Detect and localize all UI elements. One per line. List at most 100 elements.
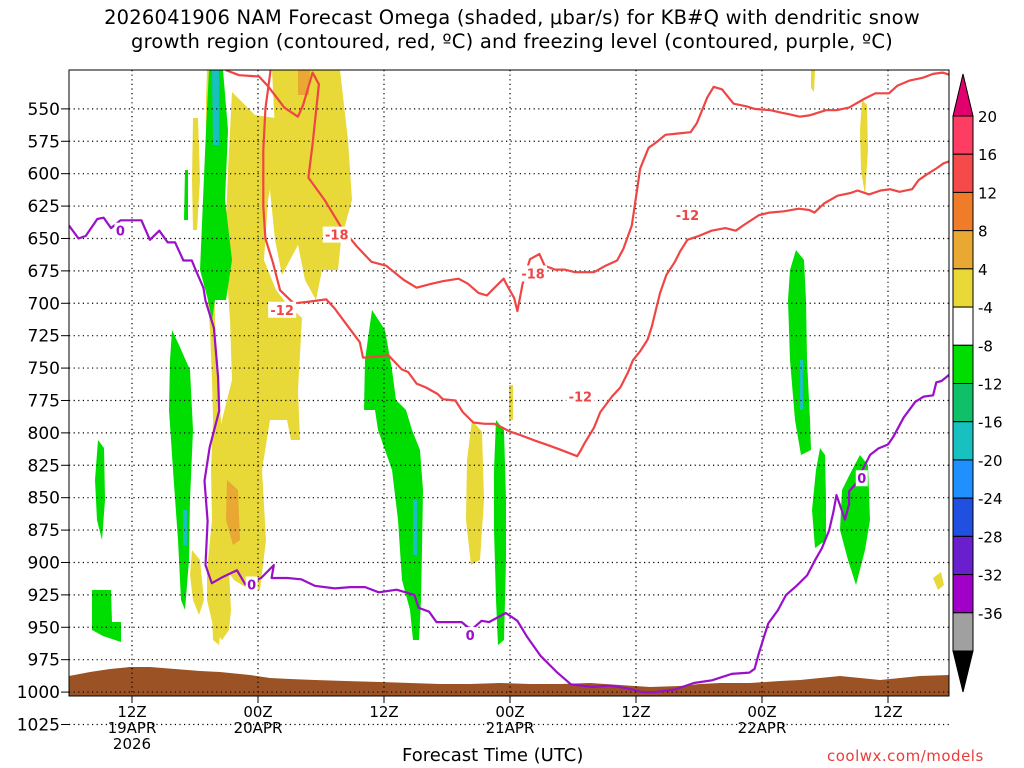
contour-label: -18 bbox=[521, 267, 545, 282]
y-tick-label: 700 bbox=[28, 294, 60, 314]
contour-label: -12 bbox=[569, 391, 593, 406]
x-tick-label: 22APR bbox=[738, 719, 787, 737]
omega-shade-positive bbox=[215, 92, 302, 590]
x-tick-label: 00Z bbox=[243, 703, 272, 721]
contour-label: -12 bbox=[270, 304, 294, 319]
colorbar: 20 16 12 8 4 -4 -8 -12 -16 -20 -24 -28 -32 -36 bbox=[952, 73, 1003, 693]
contour-label-bg bbox=[673, 207, 702, 224]
credit-link[interactable]: coolwx.com/models bbox=[827, 747, 984, 765]
omega-shade-positive bbox=[933, 572, 944, 590]
y-tick-label: 650 bbox=[28, 229, 60, 249]
colorbar-bin bbox=[952, 612, 974, 652]
contour-label-bg bbox=[464, 627, 477, 644]
x-tick-label: 00Z bbox=[495, 703, 524, 721]
y-tick-label: 550 bbox=[28, 100, 60, 120]
omega-shade-negative-strong bbox=[413, 500, 417, 555]
colorbar-label: -8 bbox=[978, 337, 993, 355]
omega-shade-positive bbox=[190, 550, 204, 615]
colorbar-bin bbox=[952, 306, 974, 346]
terrain-fill bbox=[69, 667, 949, 696]
omega-shade-negative-strong bbox=[212, 70, 219, 145]
contour-label-bg bbox=[322, 226, 351, 243]
contour-line bbox=[225, 70, 949, 313]
x-tick-label: 12Z bbox=[369, 703, 398, 721]
y-tick-label: 975 bbox=[28, 651, 60, 671]
omega-shade-negative-strong bbox=[800, 360, 803, 410]
x-tick-label: 12Z bbox=[621, 703, 650, 721]
y-tick-label: 900 bbox=[28, 553, 60, 573]
y-tick-label: 1000 bbox=[17, 683, 60, 703]
colorbar-bin bbox=[952, 383, 974, 423]
colorbar-label: -24 bbox=[978, 490, 1003, 508]
x-tick-label: 12Z bbox=[117, 703, 146, 721]
omega-shade-positive bbox=[466, 420, 484, 565]
y-tick-label: 750 bbox=[28, 359, 60, 379]
y-tick-label: 600 bbox=[28, 165, 60, 185]
grid-lines bbox=[69, 70, 949, 726]
colorbar-bin bbox=[952, 191, 974, 232]
contour-label-bg bbox=[245, 576, 258, 593]
plot-border bbox=[68, 69, 950, 697]
omega-shade-negative bbox=[169, 330, 193, 610]
contour-line bbox=[69, 216, 949, 694]
contour-labels: -18 -18 -12 -12 -12 0 0 0 0 bbox=[114, 207, 868, 644]
colorbar-label: 12 bbox=[978, 184, 997, 202]
colorbar-label: 4 bbox=[978, 261, 988, 279]
y-tick-label: 850 bbox=[28, 489, 60, 509]
y-tick-label: 575 bbox=[28, 132, 60, 152]
colorbar-label: -28 bbox=[978, 528, 1003, 546]
chart-title-line-2: growth region (contoured, red, ºC) and f… bbox=[131, 30, 893, 53]
omega-shade-negative bbox=[184, 170, 188, 220]
x-tick-label: 12Z bbox=[873, 703, 902, 721]
y-tick-label: 675 bbox=[28, 262, 60, 282]
omega-shade-negative-strong bbox=[183, 510, 187, 545]
contour-label-bg bbox=[519, 265, 548, 282]
omega-shade-negative bbox=[788, 250, 811, 455]
y-tick-label: 625 bbox=[28, 197, 60, 217]
colorbar-bin bbox=[952, 535, 974, 576]
colorbar-label: -16 bbox=[978, 414, 1003, 432]
colorbar-bin bbox=[952, 115, 974, 155]
y-tick-label: 775 bbox=[28, 391, 60, 411]
colorbar-bin bbox=[952, 421, 974, 461]
colorbar-label: 20 bbox=[978, 108, 997, 126]
colorbar-bin bbox=[952, 153, 974, 193]
colorbar-bin bbox=[952, 459, 974, 499]
y-tick-label: 800 bbox=[28, 424, 60, 444]
omega-shade-negative bbox=[95, 440, 105, 540]
x-tick-label: 19APR bbox=[108, 719, 157, 737]
colorbar-bin bbox=[952, 230, 974, 270]
x-tick-label: 20APR bbox=[234, 719, 283, 737]
colorbar-label: -20 bbox=[978, 452, 1003, 470]
colorbar-top-arrow bbox=[952, 73, 974, 117]
omega-shade-positive bbox=[860, 100, 868, 195]
omega-shade-positive bbox=[811, 70, 815, 92]
colorbar-bin bbox=[952, 574, 974, 614]
x-axis-title: Forecast Time (UTC) bbox=[402, 745, 584, 766]
colorbar-bin bbox=[952, 497, 974, 537]
contour-label: 0 bbox=[466, 629, 475, 644]
contour-label-bg bbox=[268, 301, 297, 318]
chart-title-line-1: 2026041906 NAM Forecast Omega (shaded, μ… bbox=[104, 6, 920, 29]
omega-shade-positive-strong bbox=[226, 480, 240, 545]
contour-label-bg bbox=[855, 470, 868, 487]
colorbar-label: 8 bbox=[978, 223, 988, 241]
chart-title: 2026041906 NAM Forecast Omega (shaded, μ… bbox=[0, 6, 1024, 54]
omega-shade-positive bbox=[192, 118, 200, 230]
omega-shade-negative bbox=[840, 455, 870, 585]
colorbar-bin bbox=[952, 268, 974, 308]
omega-shade-negative bbox=[92, 590, 121, 642]
terrain-ground bbox=[69, 667, 949, 696]
contour-label: -12 bbox=[676, 209, 700, 224]
contour-label: 0 bbox=[857, 472, 866, 487]
colorbar-bottom-arrow bbox=[952, 650, 974, 693]
y-tick-label: 950 bbox=[28, 618, 60, 638]
omega-shade-negative bbox=[200, 70, 232, 320]
y-tick-label: 1025 bbox=[17, 715, 60, 735]
contour-label-bg bbox=[114, 222, 127, 239]
colorbar-label: -32 bbox=[978, 567, 1003, 585]
y-tick-label: 925 bbox=[28, 586, 60, 606]
omega-shading bbox=[92, 70, 944, 645]
colorbar-label: -12 bbox=[978, 376, 1003, 394]
